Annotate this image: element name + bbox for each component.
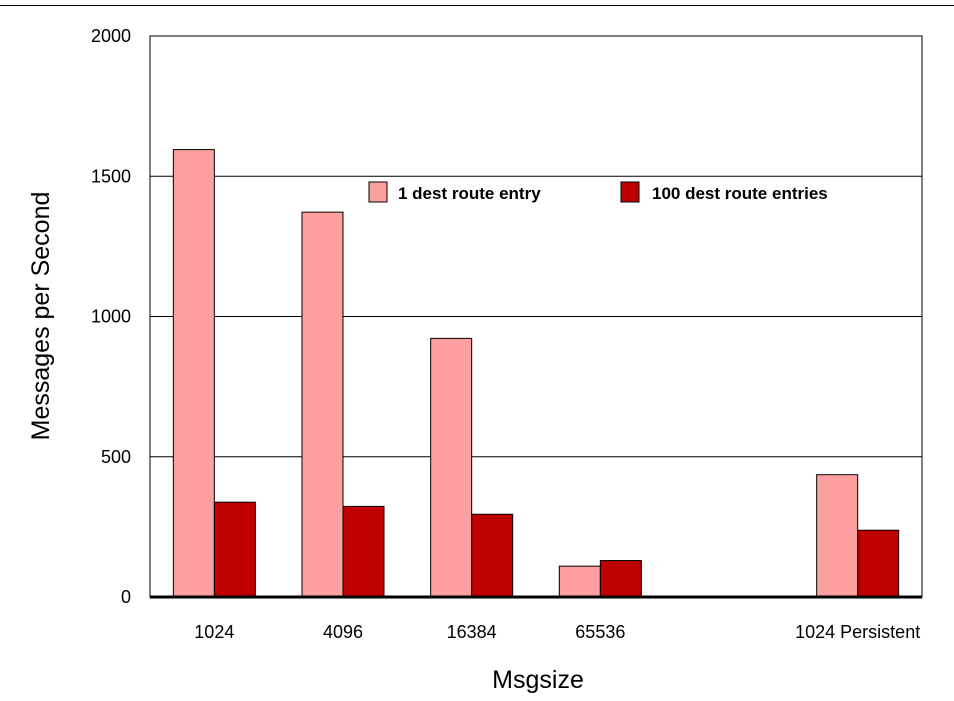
y-tick-labels: 0 500 1000 1500 2000 <box>91 26 131 607</box>
bar-series-1 <box>172 149 215 598</box>
bar-series-2 <box>857 529 900 598</box>
bar-series-2 <box>342 505 385 598</box>
x-tick-label: 65536 <box>575 622 625 642</box>
x-axis-title: Msgsize <box>492 666 584 694</box>
bar-series-2 <box>471 513 514 598</box>
y-tick-label: 500 <box>101 447 131 467</box>
y-tick-label: 1500 <box>91 166 131 186</box>
y-tick-label: 2000 <box>91 26 131 46</box>
legend-swatch-series-2 <box>620 181 640 203</box>
bar-series-1 <box>816 474 859 598</box>
bar-series-2 <box>599 560 642 598</box>
bar-series-1 <box>558 565 601 598</box>
gridlines <box>150 175 922 458</box>
x-tick-label: 1024 Persistent <box>795 622 920 642</box>
x-tick-label: 4096 <box>323 622 363 642</box>
legend-swatch-series-1 <box>368 181 388 203</box>
y-axis-title: Messages per Second <box>27 192 55 441</box>
x-tick-label: 1024 <box>194 622 234 642</box>
bar-series-2 <box>213 501 256 598</box>
y-tick-label: 1000 <box>91 307 131 327</box>
legend: 1 dest route entry 100 dest route entrie… <box>368 181 828 203</box>
x-tick-labels: 1024 4096 16384 65536 1024 Persistent <box>194 622 920 642</box>
x-tick-label: 16384 <box>447 622 497 642</box>
bar-series-1 <box>430 337 473 598</box>
legend-label-series-1: 1 dest route entry <box>398 184 541 203</box>
bar-series-1 <box>301 211 344 598</box>
legend-label-series-2: 100 dest route entries <box>652 184 828 203</box>
y-tick-label: 0 <box>121 587 131 607</box>
